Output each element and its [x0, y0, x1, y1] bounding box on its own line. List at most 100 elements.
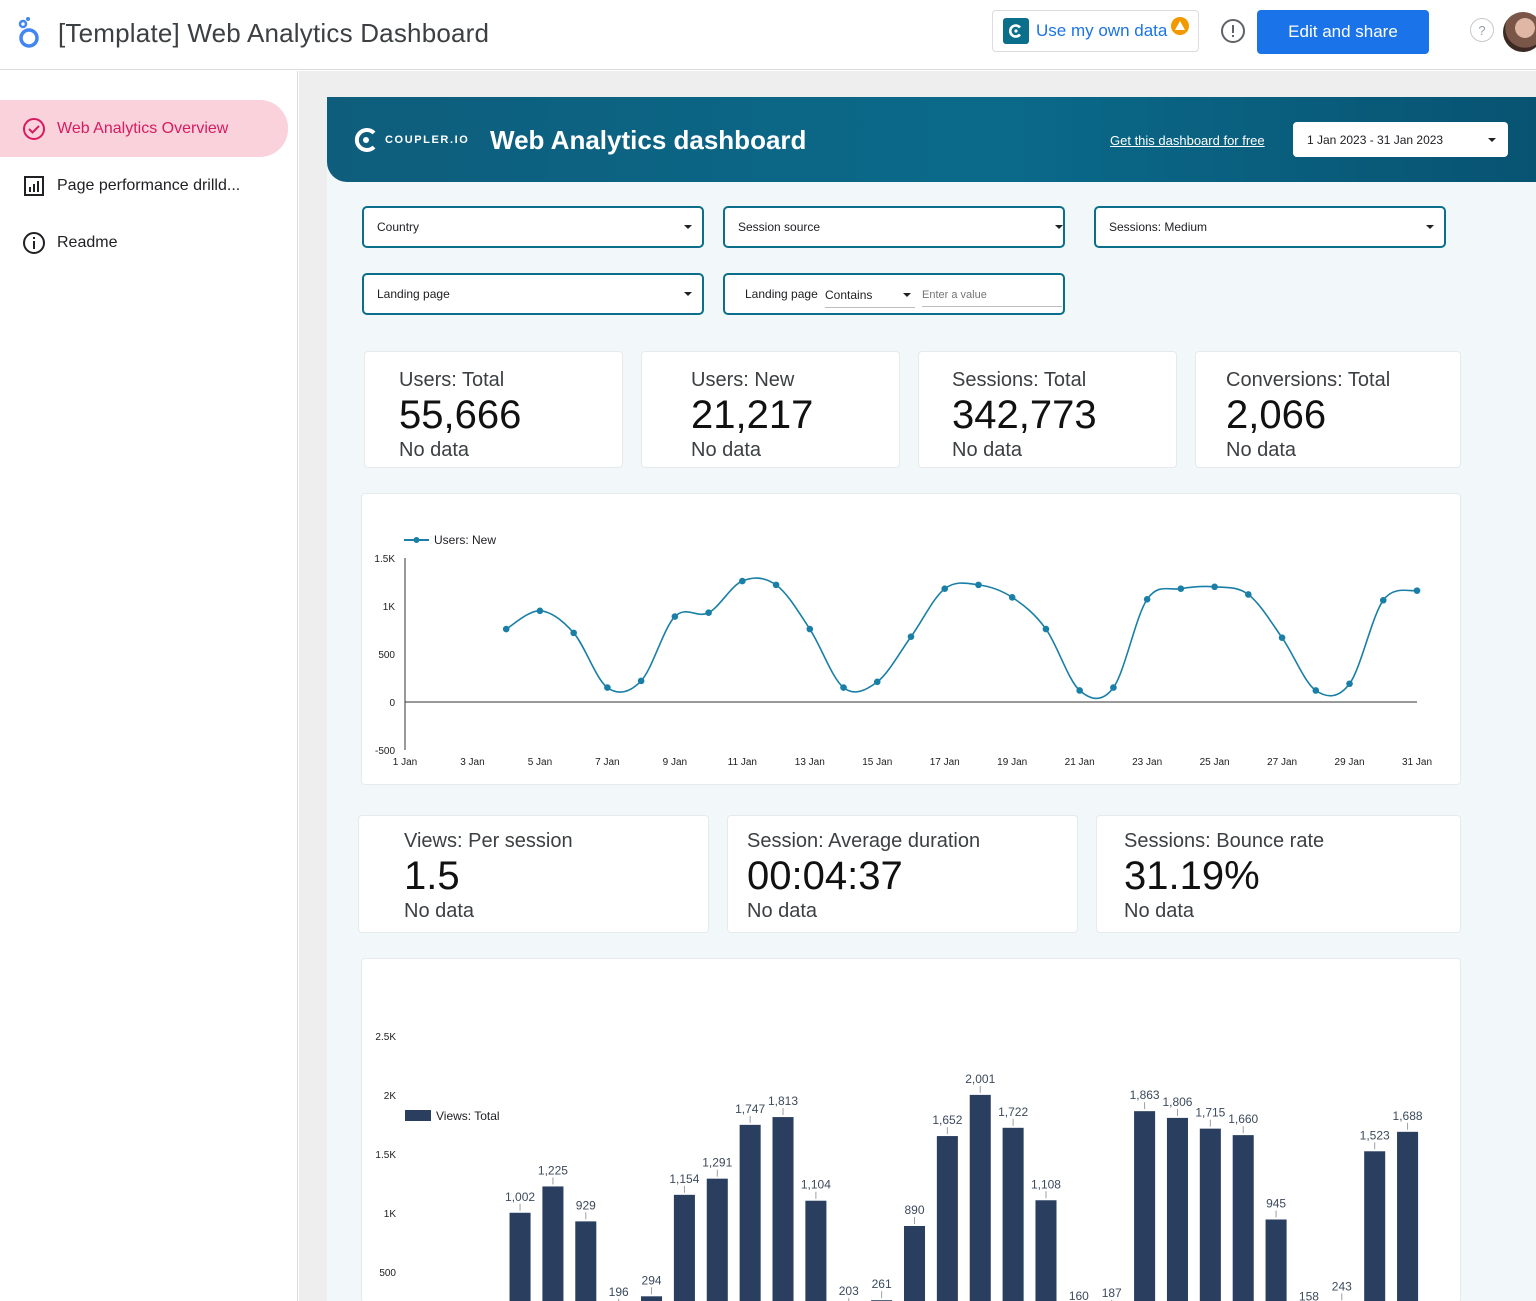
x-tick-label: 27 Jan [1267, 757, 1297, 768]
data-label: 294 [642, 1273, 662, 1287]
x-tick-label: 25 Jan [1200, 757, 1230, 768]
coupler-icon [1003, 18, 1029, 44]
kpi-value: 2,066 [1226, 393, 1327, 437]
kpi-label: Users: New [691, 369, 795, 391]
date-range-picker[interactable]: 1 Jan 2023 - 31 Jan 2023 [1293, 122, 1508, 157]
document-title[interactable]: [Template] Web Analytics Dashboard [58, 18, 490, 48]
data-label: 1,291 [702, 1156, 732, 1170]
sidebar-item-page-performance[interactable]: Page performance drilld... [0, 157, 288, 214]
kpi-comparison: No data [952, 439, 1023, 461]
operator-value: Contains [825, 288, 873, 302]
x-tick-label: 21 Jan [1065, 757, 1095, 768]
bar [1166, 1117, 1188, 1301]
edit-and-share-button[interactable]: Edit and share [1257, 10, 1429, 54]
kpi-sessions-total: Sessions: Total 342,773 No data [918, 351, 1177, 468]
data-label: 1,747 [735, 1102, 765, 1116]
y-tick-label: 2.5K [375, 1032, 396, 1043]
y-tick-label: 500 [379, 1268, 396, 1279]
data-point [1245, 591, 1252, 598]
legend-swatch [405, 1110, 431, 1121]
kpi-label: Sessions: Total [952, 369, 1087, 391]
chevron-down-icon [1488, 138, 1496, 142]
landing-page-value-input[interactable] [922, 283, 1062, 307]
x-tick-label: 29 Jan [1335, 757, 1365, 768]
dashboard-title: Web Analytics dashboard [490, 125, 807, 155]
landing-page-contains-filter: Landing page Contains [723, 273, 1065, 315]
help-icon[interactable]: ? [1470, 18, 1494, 42]
bar [739, 1124, 761, 1301]
date-range-value: 1 Jan 2023 - 31 Jan 2023 [1307, 132, 1444, 147]
data-label: 203 [839, 1284, 859, 1298]
bar [1364, 1151, 1386, 1301]
chevron-down-icon [903, 293, 911, 297]
country-filter[interactable]: Country [362, 206, 704, 248]
session-source-filter[interactable]: Session source [723, 206, 1065, 248]
bar [903, 1225, 926, 1301]
data-point [941, 585, 949, 593]
x-tick-label: 23 Jan [1132, 757, 1162, 768]
filter-label: Session source [738, 220, 821, 234]
data-label: 945 [1266, 1196, 1286, 1210]
y-tick-label: 2K [384, 1091, 397, 1102]
data-point [536, 607, 544, 615]
sidebar: Web Analytics Overview Page performance … [0, 71, 298, 1301]
data-point [1346, 680, 1353, 688]
use-my-own-data-button[interactable]: Use my own data [992, 10, 1199, 52]
data-label: 1,652 [932, 1113, 962, 1127]
data-label: 1,863 [1130, 1088, 1160, 1102]
data-point [739, 577, 746, 585]
bar [805, 1200, 827, 1301]
sidebar-item-readme[interactable]: Readme [0, 214, 288, 271]
data-label: 1,002 [505, 1190, 535, 1204]
data-point [502, 625, 510, 633]
data-point [1143, 595, 1151, 603]
sidebar-item-web-analytics-overview[interactable]: Web Analytics Overview [0, 100, 288, 157]
kpi-comparison: No data [747, 900, 818, 922]
data-point [1413, 587, 1421, 594]
data-label: 1,806 [1162, 1095, 1192, 1109]
looker-studio-logo-icon[interactable] [14, 16, 44, 50]
bar [1232, 1135, 1254, 1301]
kpi-users-new: Users: New 21,217 No data [641, 351, 900, 468]
bar [772, 1117, 794, 1301]
bar-chart-icon [24, 175, 44, 196]
bar [706, 1178, 728, 1301]
x-tick-label: 3 Jan [460, 757, 484, 768]
data-label: 1,108 [1031, 1177, 1061, 1191]
y-tick-label: 1K [383, 602, 396, 613]
kpi-value: 31.19% [1124, 854, 1260, 898]
x-tick-label: 1 Jan [393, 757, 417, 768]
filter-label: Sessions: Medium [1109, 220, 1208, 234]
sessions-medium-filter[interactable]: Sessions: Medium [1094, 206, 1446, 248]
kpi-comparison: No data [691, 439, 762, 461]
landing-page-filter[interactable]: Landing page [362, 273, 704, 315]
data-label: 196 [609, 1285, 629, 1299]
kpi-value: 1.5 [404, 854, 460, 898]
data-point [1042, 625, 1050, 633]
avatar[interactable] [1503, 12, 1536, 52]
report-issue-icon[interactable] [1220, 18, 1246, 44]
kpi-value: 21,217 [691, 393, 814, 437]
kpi-comparison: No data [404, 900, 475, 922]
data-point [1379, 596, 1387, 604]
y-tick-label: 1K [384, 1209, 397, 1220]
report-canvas: COUPLER.IO Web Analytics dashboard Get t… [299, 71, 1536, 1301]
report-page: COUPLER.IO Web Analytics dashboard Get t… [327, 97, 1536, 1301]
data-label: 1,688 [1393, 1109, 1423, 1123]
data-point [975, 581, 982, 589]
y-tick-label: -500 [375, 746, 395, 757]
data-point [873, 678, 881, 686]
x-tick-label: 5 Jan [528, 757, 552, 768]
bar [936, 1136, 958, 1301]
data-point [1110, 684, 1117, 691]
operator-select[interactable]: Contains [825, 288, 915, 308]
bar [1002, 1127, 1024, 1301]
users-new-line-chart: Users: New 1.5K 1K 500 0 -500 1 Jan 3 Jan 5 Jan 7… [361, 493, 1461, 785]
data-point [1312, 687, 1320, 694]
filter-label: Country [377, 220, 420, 234]
coupler-logo-icon [354, 128, 376, 152]
data-label: 158 [1299, 1289, 1319, 1301]
data-point [604, 684, 611, 691]
get-dashboard-link[interactable]: Get this dashboard for free [1110, 133, 1265, 148]
